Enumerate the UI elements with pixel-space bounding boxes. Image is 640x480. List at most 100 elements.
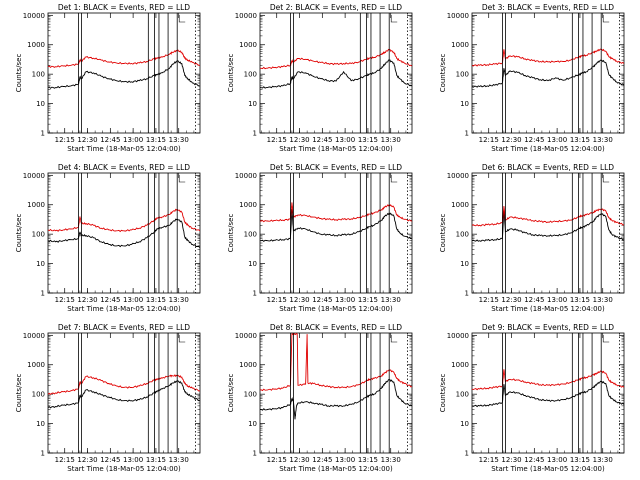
- x-tick-label: 13:00: [547, 136, 567, 144]
- lld-series-line: [260, 202, 412, 223]
- y-tick-label: 10: [248, 100, 257, 108]
- x-tick-label: 12:30: [289, 456, 309, 464]
- y-axis-label: Counts/sec: [15, 214, 23, 253]
- x-axis-label: Start Time (18-Mar-05 12:04:00): [67, 305, 181, 313]
- y-tick-label: 100: [456, 391, 469, 399]
- y-tick-label: 10: [248, 420, 257, 428]
- events-series-line: [260, 379, 412, 420]
- x-tick-label: 13:15: [146, 296, 166, 304]
- x-tick-label: 13:00: [547, 296, 567, 304]
- x-axis-label: Start Time (18-Mar-05 12:04:00): [279, 465, 393, 473]
- x-tick-label: 12:15: [479, 296, 499, 304]
- events-series-line: [472, 59, 624, 88]
- y-tick-label: 100: [244, 231, 257, 239]
- y-tick-label: 1000: [239, 361, 257, 369]
- y-tick-label: 1: [41, 130, 45, 138]
- x-tick-label: 13:15: [570, 136, 590, 144]
- x-tick-label: 13:15: [358, 136, 378, 144]
- x-tick-label: 12:30: [501, 456, 521, 464]
- plot-frame: [47, 332, 201, 454]
- y-tick-label: 10000: [235, 332, 257, 340]
- y-axis-label: Counts/sec: [227, 54, 235, 93]
- x-tick-label: 13:30: [593, 296, 613, 304]
- y-tick-label: 100: [32, 391, 45, 399]
- corner-bracket: [178, 15, 186, 23]
- y-tick-label: 1: [41, 450, 45, 458]
- panel-title: Det 9: BLACK = Events, RED = LLD: [482, 323, 614, 332]
- plot-frame: [471, 332, 625, 454]
- y-tick-label: 1000: [239, 41, 257, 49]
- y-tick-label: 1: [41, 290, 45, 298]
- corner-bracket: [602, 335, 610, 343]
- panel-title: Det 2: BLACK = Events, RED = LLD: [270, 3, 402, 12]
- plot-frame: [47, 172, 201, 294]
- x-tick-label: 13:30: [381, 136, 401, 144]
- x-tick-label: 12:30: [77, 136, 97, 144]
- y-tick-label: 10000: [447, 332, 469, 340]
- y-axis-label: Counts/sec: [439, 54, 447, 93]
- x-tick-label: 13:00: [123, 296, 143, 304]
- x-tick-label: 12:45: [524, 136, 544, 144]
- y-tick-label: 100: [32, 231, 45, 239]
- events-series-line: [48, 380, 200, 409]
- x-axis-label: Start Time (18-Mar-05 12:04:00): [279, 145, 393, 153]
- panel-title: Det 7: BLACK = Events, RED = LLD: [58, 323, 190, 332]
- y-axis-label: Counts/sec: [227, 374, 235, 413]
- x-tick-label: 13:00: [123, 456, 143, 464]
- y-tick-label: 10000: [235, 172, 257, 180]
- x-axis-label: Start Time (18-Mar-05 12:04:00): [491, 465, 605, 473]
- x-axis-label: Start Time (18-Mar-05 12:04:00): [279, 305, 393, 313]
- events-series-line: [260, 59, 412, 89]
- y-tick-label: 10: [36, 420, 45, 428]
- detector-panel-1: Det 1: BLACK = Events, RED = LLD 1 10 100 10…: [15, 3, 201, 153]
- x-tick-label: 13:00: [547, 456, 567, 464]
- corner-bracket: [390, 15, 398, 23]
- lld-series-line: [472, 48, 624, 67]
- x-tick-label: 13:15: [570, 456, 590, 464]
- y-tick-label: 10000: [23, 332, 45, 340]
- x-tick-label: 12:15: [55, 296, 75, 304]
- y-tick-label: 10: [460, 100, 469, 108]
- x-tick-label: 12:45: [312, 136, 332, 144]
- plot-frame: [259, 172, 413, 294]
- corner-bracket: [602, 15, 610, 23]
- lld-series-line: [48, 374, 200, 395]
- x-tick-label: 13:30: [169, 136, 189, 144]
- y-tick-label: 10000: [23, 172, 45, 180]
- x-tick-label: 12:30: [289, 136, 309, 144]
- y-tick-label: 10000: [447, 172, 469, 180]
- x-tick-label: 13:00: [335, 296, 355, 304]
- x-tick-label: 12:15: [55, 456, 75, 464]
- plot-frame: [259, 332, 413, 454]
- panel-title: Det 8: BLACK = Events, RED = LLD: [270, 323, 402, 332]
- detector-panel-3: Det 3: BLACK = Events, RED = LLD 1 10 100 10…: [439, 3, 625, 153]
- plot-frame: [47, 12, 201, 134]
- y-tick-label: 100: [456, 71, 469, 79]
- y-tick-label: 10: [248, 260, 257, 268]
- y-axis-label: Counts/sec: [227, 214, 235, 253]
- x-tick-label: 13:30: [593, 136, 613, 144]
- corner-bracket: [178, 335, 186, 343]
- corner-bracket: [602, 175, 610, 183]
- events-series-line: [260, 209, 412, 243]
- y-tick-label: 10000: [447, 12, 469, 20]
- x-tick-label: 13:30: [169, 296, 189, 304]
- x-tick-label: 13:00: [335, 136, 355, 144]
- y-axis-label: Counts/sec: [439, 374, 447, 413]
- events-series-line: [472, 209, 624, 242]
- x-tick-label: 12:45: [524, 296, 544, 304]
- y-tick-label: 1000: [27, 361, 45, 369]
- y-tick-label: 10000: [235, 12, 257, 20]
- plot-frame: [259, 12, 413, 134]
- detector-panel-8: Det 8: BLACK = Events, RED = LLD 1 10 100 10…: [227, 323, 413, 473]
- corner-bracket: [178, 175, 186, 183]
- x-tick-label: 12:45: [100, 296, 120, 304]
- lld-series-line: [48, 208, 200, 233]
- y-tick-label: 1000: [451, 361, 469, 369]
- panel-title: Det 1: BLACK = Events, RED = LLD: [58, 3, 190, 12]
- y-tick-label: 1000: [27, 41, 45, 49]
- panel-title: Det 5: BLACK = Events, RED = LLD: [270, 163, 402, 172]
- events-series-line: [48, 218, 200, 248]
- detector-panel-7: Det 7: BLACK = Events, RED = LLD 1 10 100 10…: [15, 323, 201, 473]
